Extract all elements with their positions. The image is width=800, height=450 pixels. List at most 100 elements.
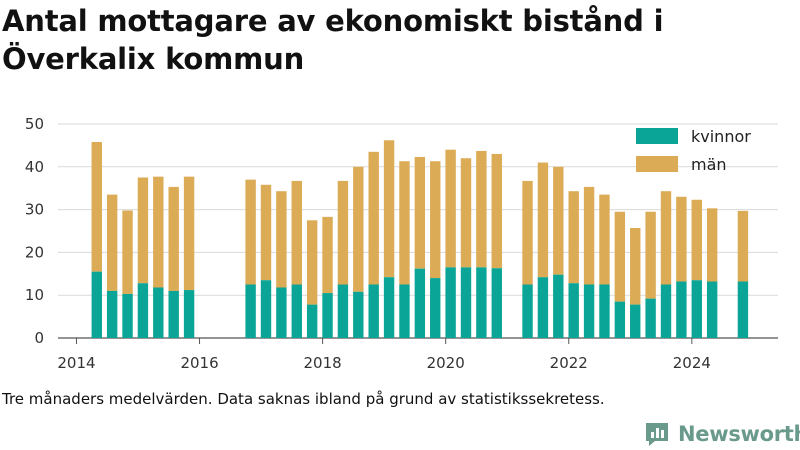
bar-man — [276, 191, 287, 288]
y-tick-label: 20 — [25, 243, 44, 261]
bar-kvinnor — [260, 280, 272, 338]
x-tick-label: 2024 — [673, 354, 711, 372]
bar-kvinnor — [414, 268, 426, 338]
legend-label-kvinnor: kvinnor — [691, 127, 751, 146]
bar-man — [399, 161, 410, 285]
bar-kvinnor — [599, 284, 610, 338]
x-tick-label: 2020 — [427, 354, 465, 372]
bar-man — [537, 162, 549, 278]
bar-kvinnor — [122, 293, 133, 338]
bar-kvinnor — [322, 293, 333, 338]
bar-man — [599, 194, 610, 285]
bar-man — [706, 208, 718, 282]
bar-kvinnor — [383, 277, 395, 338]
bar-man — [660, 191, 672, 285]
bar-man — [737, 210, 749, 282]
legend-swatch-kvinnor — [636, 128, 678, 144]
bar-kvinnor — [153, 287, 164, 338]
bar-kvinnor — [630, 304, 641, 338]
bar-man — [430, 161, 441, 279]
bar-kvinnor — [368, 284, 379, 338]
bar-man — [568, 191, 579, 284]
bar-kvinnor — [522, 284, 533, 338]
brand-name: Newsworthy — [678, 422, 800, 446]
bar-man — [691, 199, 702, 281]
x-axis: 2014 2016 2018 2020 2022 2024 — [57, 338, 711, 372]
bar-kvinnor — [430, 278, 441, 338]
bar-man — [383, 140, 395, 278]
bar-kvinnor — [737, 281, 749, 338]
brand-logo: Newsworthy — [643, 418, 800, 450]
bar-man — [491, 153, 502, 269]
footnote: Tre månaders medelvärden. Data saknas ib… — [2, 390, 605, 408]
bar-man — [168, 186, 179, 291]
bar-man — [322, 216, 333, 294]
bar-man — [353, 166, 364, 292]
bar-kvinnor — [291, 284, 302, 338]
bar-man — [137, 177, 149, 284]
bar-kvinnor — [106, 290, 118, 338]
chart-title: Antal mottagare av ekonomiskt bistånd i … — [2, 4, 664, 76]
bar-man — [153, 176, 164, 288]
bar-man — [245, 179, 256, 285]
y-tick-label: 10 — [25, 286, 44, 304]
bar-kvinnor — [491, 268, 502, 338]
bar-kvinnor — [660, 284, 672, 338]
bar-kvinnor — [676, 281, 687, 338]
bar-kvinnor — [183, 290, 195, 338]
bar-kvinnor — [91, 271, 102, 338]
bar-man — [476, 150, 487, 268]
bar-man — [583, 186, 595, 285]
bar-kvinnor — [306, 304, 318, 338]
x-tick-label: 2018 — [304, 354, 342, 372]
bar-kvinnor — [537, 277, 549, 338]
legend-swatch-man — [636, 156, 678, 172]
bar-kvinnor — [553, 274, 564, 338]
bar-man — [445, 149, 456, 268]
bar-man — [676, 196, 687, 282]
bar-kvinnor — [168, 290, 179, 338]
bar-kvinnor — [645, 298, 656, 338]
bar-kvinnor — [276, 287, 287, 338]
y-tick-label: 50 — [25, 115, 44, 133]
stacked-bar-chart: 0 10 20 30 40 50 2014 2016 2018 2020 2022 2024 kvi… — [25, 115, 778, 372]
bar-kvinnor — [691, 280, 702, 338]
y-tick-label: 30 — [25, 201, 44, 219]
bar-kvinnor — [445, 267, 456, 338]
bar-man — [306, 220, 318, 305]
bar-man — [614, 211, 626, 302]
bar-man — [645, 211, 656, 299]
bars — [91, 140, 749, 338]
bar-kvinnor — [137, 283, 149, 338]
bar-kvinnor — [353, 291, 364, 338]
bar-man — [106, 194, 118, 291]
y-tick-label: 0 — [34, 329, 44, 347]
bar-kvinnor — [245, 284, 256, 338]
bar-kvinnor — [476, 267, 487, 338]
bar-man — [553, 166, 564, 275]
bar-kvinnor — [568, 283, 579, 338]
bar-man — [122, 210, 133, 294]
legend: kvinnor män — [636, 127, 751, 174]
legend-label-man: män — [691, 155, 727, 174]
bar-man — [91, 141, 102, 272]
bar-kvinnor — [706, 281, 718, 338]
bar-man — [368, 151, 379, 285]
bar-man — [460, 158, 472, 268]
y-tick-label: 40 — [25, 158, 44, 176]
bar-man — [630, 228, 641, 305]
y-axis: 0 10 20 30 40 50 — [25, 115, 44, 347]
bar-man — [414, 156, 426, 269]
bar-kvinnor — [583, 284, 595, 338]
bar-man — [522, 180, 533, 285]
bar-kvinnor — [337, 284, 349, 338]
bar-man — [260, 184, 272, 281]
bar-kvinnor — [614, 301, 626, 338]
bar-man — [183, 176, 195, 291]
newsworthy-icon — [646, 423, 668, 446]
bar-kvinnor — [460, 267, 472, 338]
bar-man — [291, 180, 302, 285]
x-tick-label: 2016 — [180, 354, 218, 372]
x-tick-label: 2022 — [550, 354, 588, 372]
bar-man — [337, 180, 349, 285]
